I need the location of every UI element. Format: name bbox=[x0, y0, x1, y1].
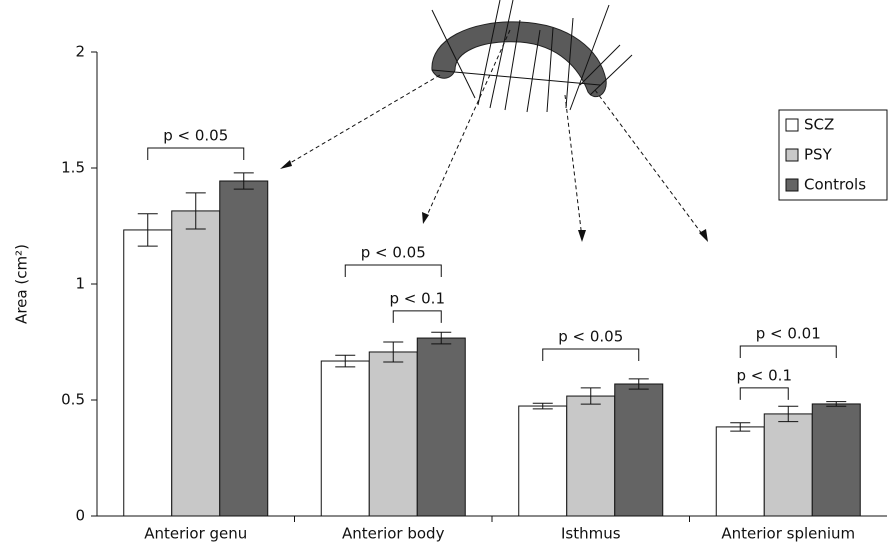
bar bbox=[567, 396, 615, 516]
legend-swatch bbox=[786, 119, 798, 131]
y-tick-label: 0.5 bbox=[61, 391, 85, 409]
corpus-callosum-diagram bbox=[280, 0, 708, 242]
significance-label: p < 0.1 bbox=[737, 366, 792, 384]
legend-swatch bbox=[786, 149, 798, 161]
legend-label: PSY bbox=[804, 146, 833, 164]
y-axis-label: Area (cm²) bbox=[13, 244, 31, 324]
x-tick-label: Anterior body bbox=[342, 525, 445, 543]
bar bbox=[812, 404, 860, 516]
legend-label: SCZ bbox=[804, 116, 834, 134]
x-tick-label: Anterior splenium bbox=[721, 525, 855, 543]
significance-bracket bbox=[740, 388, 788, 400]
significance-label: p < 0.05 bbox=[361, 243, 426, 261]
legend-swatch bbox=[786, 179, 798, 191]
x-tick-label: Anterior genu bbox=[144, 525, 247, 543]
y-tick-label: 1.5 bbox=[61, 159, 85, 177]
y-tick-label: 1 bbox=[75, 275, 85, 293]
bar bbox=[764, 414, 812, 516]
bar bbox=[321, 361, 369, 516]
significance-label: p < 0.1 bbox=[390, 289, 445, 307]
chart: Area (cm²) 0 0.5 1 1.5 2 Anterior genu Anterio… bbox=[0, 0, 891, 543]
bar bbox=[519, 406, 567, 516]
significance-bracket bbox=[345, 265, 441, 277]
bar bbox=[615, 384, 663, 516]
x-tick-label: Isthmus bbox=[561, 525, 621, 543]
bar bbox=[172, 211, 220, 516]
significance-bracket bbox=[148, 148, 244, 160]
bar bbox=[124, 230, 172, 516]
significance-label: p < 0.05 bbox=[558, 327, 623, 345]
significance-label: p < 0.05 bbox=[163, 127, 228, 145]
significance-bracket bbox=[740, 346, 836, 358]
bar bbox=[220, 181, 268, 516]
legend-label: Controls bbox=[804, 176, 866, 194]
significance-label: p < 0.01 bbox=[756, 324, 821, 342]
page: Area (cm²) 0 0.5 1 1.5 2 Anterior genu Anterio… bbox=[0, 0, 891, 547]
bar bbox=[417, 338, 465, 516]
significance-bracket bbox=[543, 349, 639, 361]
bar bbox=[369, 352, 417, 516]
y-tick-label: 2 bbox=[75, 43, 85, 61]
y-tick-label: 0 bbox=[75, 507, 85, 525]
bar bbox=[716, 427, 764, 516]
significance-bracket bbox=[393, 311, 441, 323]
